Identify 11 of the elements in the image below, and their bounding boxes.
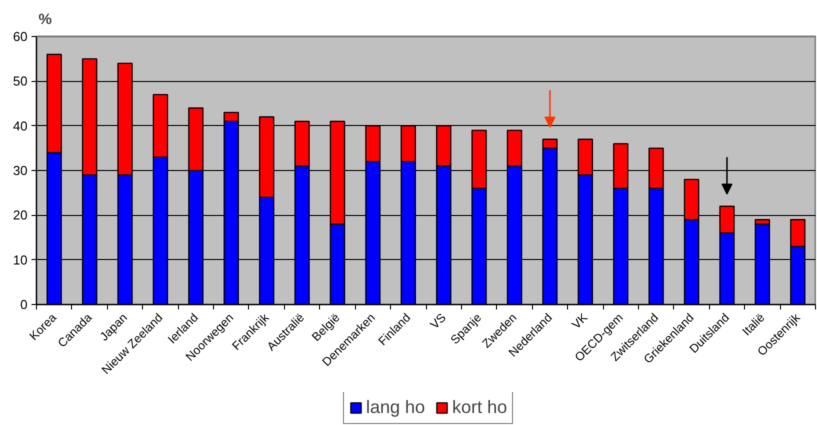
legend-label: lang ho (366, 397, 426, 418)
y-tick-label: 40 (13, 118, 28, 134)
chart-title: % (38, 11, 52, 28)
legend-label: kort ho (452, 397, 508, 418)
x-tick-label: VS (427, 310, 449, 332)
y-tick-label: 60 (13, 29, 28, 44)
y-tick-label: 20 (13, 208, 28, 223)
y-tick-label: 50 (13, 74, 28, 89)
y-tick-label: 30 (13, 163, 28, 178)
y-tick-label: 0 (20, 297, 28, 312)
y-tick-label: 10 (13, 252, 28, 268)
